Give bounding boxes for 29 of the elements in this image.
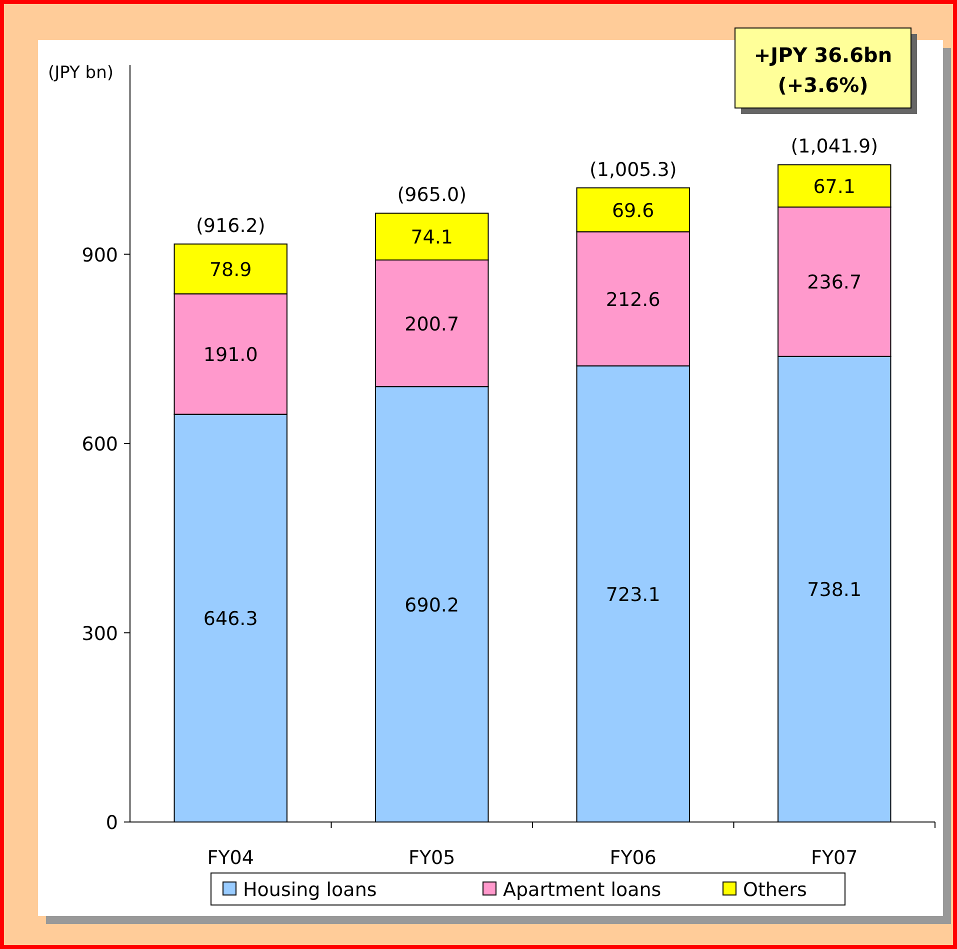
y-tick-label: 0 xyxy=(106,812,118,834)
total-label: (1,041.9) xyxy=(790,136,878,158)
x-tick-label: FY05 xyxy=(408,847,456,869)
x-tick-label: FY07 xyxy=(811,847,858,869)
data-label: 236.7 xyxy=(807,272,862,294)
y-tick-label: 900 xyxy=(82,244,118,266)
x-tick-label: FY06 xyxy=(610,847,656,869)
legend-label: Others xyxy=(743,879,807,901)
annotation: +JPY 36.6bn (+3.6%) xyxy=(754,43,892,97)
data-label: 723.1 xyxy=(606,584,660,606)
x-tick-label: FY04 xyxy=(207,847,254,869)
total-label: (1,005.3) xyxy=(589,158,677,181)
y-tick-label: 600 xyxy=(82,434,118,456)
data-label: 69.6 xyxy=(612,200,654,222)
data-label: 67.1 xyxy=(813,176,856,198)
total-label: (916.2) xyxy=(196,215,266,238)
y-tick-label: 300 xyxy=(82,622,118,645)
data-label: 200.7 xyxy=(404,313,460,336)
data-label: 212.6 xyxy=(606,288,660,311)
data-label: 646.3 xyxy=(203,608,258,630)
legend-label: Apartment loans xyxy=(503,879,662,901)
data-label: 191.0 xyxy=(203,344,258,366)
data-label: 78.9 xyxy=(209,258,252,281)
y-axis-title: (JPY bn) xyxy=(48,63,114,83)
data-label: 74.1 xyxy=(410,226,454,249)
data-label: 738.1 xyxy=(807,579,862,602)
total-label: (965.0) xyxy=(397,184,466,206)
data-label: 690.2 xyxy=(404,594,460,616)
legend-label: Housing loans xyxy=(243,879,377,901)
